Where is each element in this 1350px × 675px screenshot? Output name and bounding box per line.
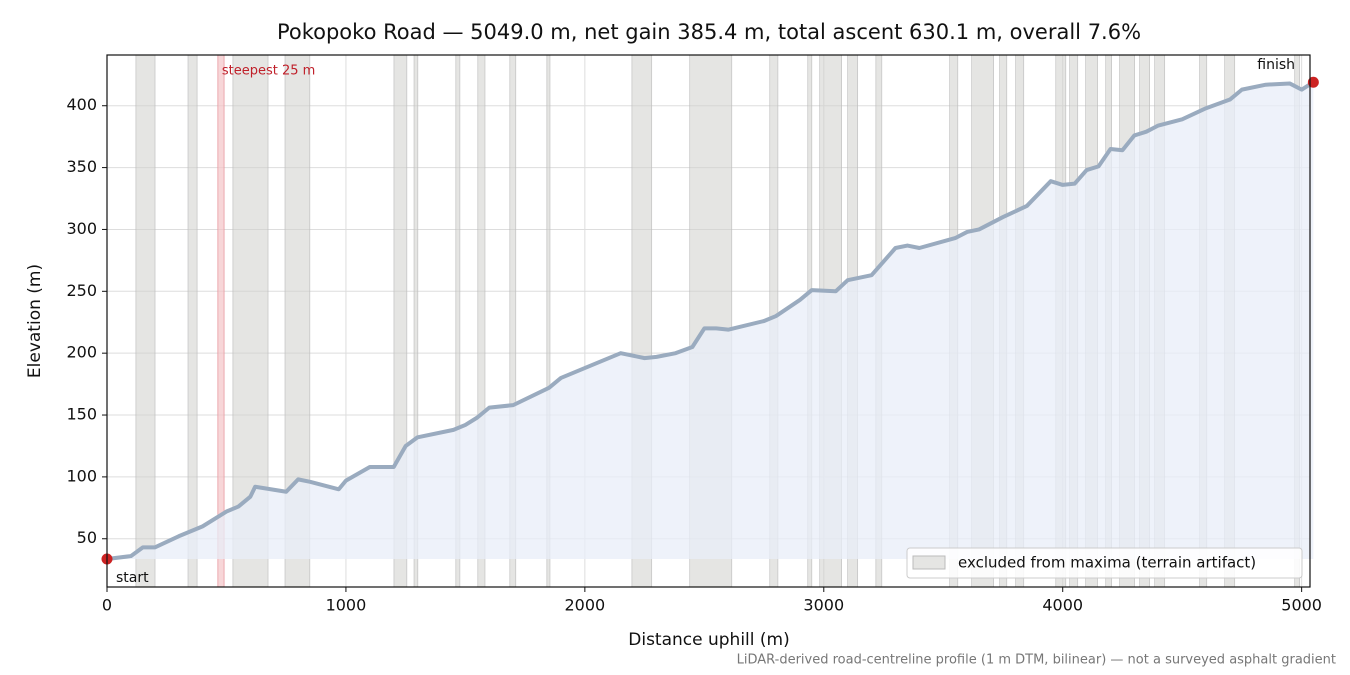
- excluded-band: [187, 54, 198, 588]
- y-tick-label: 150: [66, 405, 97, 424]
- y-tick-label: 50: [77, 528, 97, 547]
- chart-title: Pokopoko Road — 5049.0 m, net gain 385.4…: [277, 20, 1141, 44]
- x-axis-label: Distance uphill (m): [628, 630, 789, 650]
- steepest-label: steepest 25 m: [222, 64, 315, 79]
- y-tick-label: 400: [66, 95, 97, 114]
- x-tick-label: 2000: [564, 596, 605, 615]
- y-tick-label: 300: [66, 219, 97, 238]
- footnote: LiDAR-derived road-centreline profile (1…: [737, 653, 1336, 668]
- legend-swatch: [912, 555, 946, 570]
- x-tick-label: 0: [102, 596, 112, 615]
- line: [106, 80, 1315, 562]
- excluded-band: [135, 54, 156, 588]
- y-axis-label: Elevation (m): [25, 264, 45, 378]
- y-tick-label: 350: [66, 157, 97, 176]
- x-tick-label: 5000: [1281, 596, 1322, 615]
- y-tick-label: 200: [66, 343, 97, 362]
- x-tick-label: 4000: [1042, 596, 1083, 615]
- start-label: start: [116, 570, 149, 586]
- y-tick-label: 100: [66, 466, 97, 485]
- plot-frame: [106, 54, 1311, 588]
- y-tick-label: 250: [66, 281, 97, 300]
- x-tick-label: 1000: [326, 596, 367, 615]
- finish-label: finish: [1257, 57, 1295, 73]
- steepest-band: [217, 54, 225, 588]
- x-tick-label: 3000: [803, 596, 844, 615]
- legend-box: [906, 547, 1303, 579]
- legend-label: excluded from maxima (terrain artifact): [958, 554, 1256, 572]
- area: [107, 82, 1314, 560]
